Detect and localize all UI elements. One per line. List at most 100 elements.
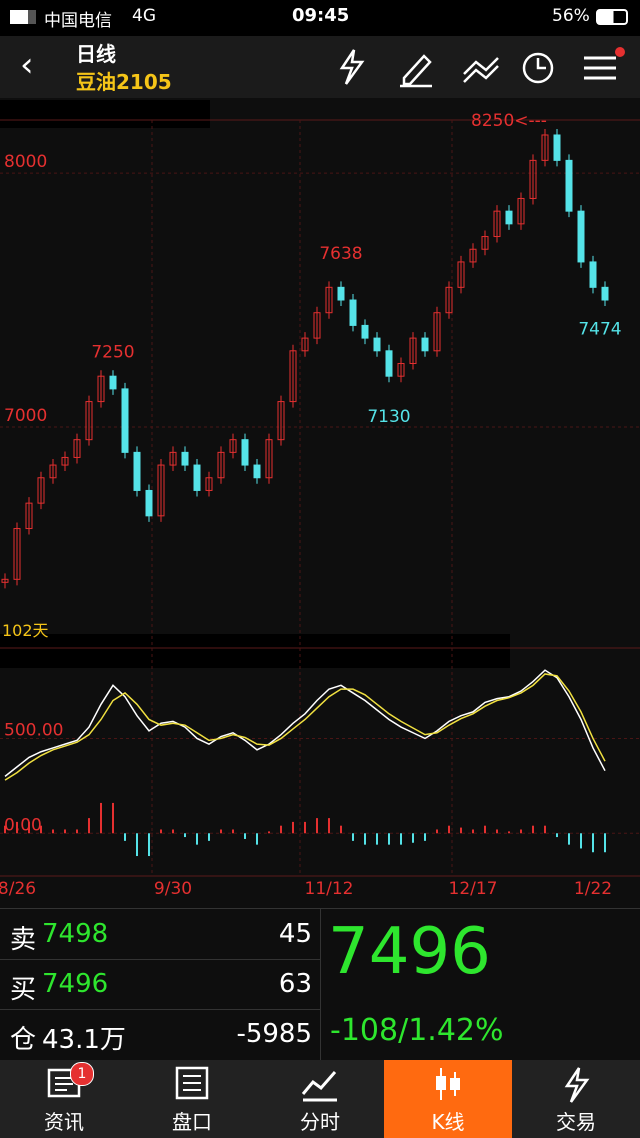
signal — [10, 10, 36, 24]
tab[interactable]: 交易 — [512, 1060, 640, 1138]
candle — [145, 489, 153, 517]
quote-panel: 卖 7498 45 买 7496 63 仓 43.1万 -5985 7496 -… — [0, 908, 640, 1061]
candle — [229, 439, 237, 453]
x-tick-label: 8/26 — [0, 879, 36, 899]
candle — [13, 528, 21, 580]
candle — [1, 578, 9, 583]
draw-icon[interactable] — [400, 54, 432, 88]
candle — [253, 464, 261, 479]
header-title: 日线 — [76, 42, 116, 66]
tab-icon — [564, 1067, 590, 1103]
battery-text: 56% — [552, 6, 590, 26]
oi-change: -5985 — [236, 1019, 312, 1049]
buy-price: 7496 — [42, 969, 109, 999]
y-tick-label: 0.00 — [4, 815, 42, 835]
price-annotation: 7474 — [578, 320, 621, 340]
candle — [565, 159, 573, 212]
tab-icon — [436, 1068, 460, 1100]
divider — [0, 959, 320, 960]
tab[interactable]: K线 — [384, 1060, 512, 1138]
candle — [313, 312, 321, 339]
x-tick-label: 12/17 — [449, 879, 498, 899]
divider — [0, 1009, 320, 1010]
indicator-icon[interactable] — [463, 57, 499, 83]
candle — [301, 337, 309, 352]
candle — [37, 477, 45, 504]
tab-icon — [301, 1071, 337, 1102]
back-button[interactable]: ‹ — [20, 45, 34, 85]
candle — [205, 477, 213, 491]
candle — [337, 286, 345, 301]
candle — [277, 401, 285, 441]
y-tick-label: 500.00 — [4, 720, 63, 740]
tab-icon — [175, 1066, 209, 1100]
candle — [601, 286, 609, 301]
candle — [73, 439, 81, 458]
chart-area: 7000 8000 8/26 9/30 11/12 12/17 1/22 7250 7638 71… — [0, 98, 640, 908]
candle — [481, 236, 489, 250]
candle — [157, 464, 165, 517]
price-annotation: 7130 — [367, 407, 410, 427]
last-price: 7496 — [328, 915, 491, 989]
x-tick-label: 9/30 — [154, 879, 192, 899]
candle — [541, 134, 549, 161]
day-count: 102天 — [2, 621, 49, 640]
network: 4G — [132, 6, 156, 26]
candle — [361, 324, 369, 339]
oi-label: 仓 — [10, 1025, 37, 1055]
tab-label: 资讯 — [44, 1110, 84, 1134]
candle — [265, 439, 273, 479]
candle — [325, 286, 333, 314]
candle — [109, 375, 117, 390]
candle — [433, 312, 441, 352]
candle — [529, 159, 537, 199]
tab[interactable]: 分时 — [256, 1060, 384, 1138]
candle — [181, 451, 189, 466]
flash-icon[interactable] — [339, 49, 365, 85]
tab[interactable]: 资讯 1 — [0, 1060, 128, 1138]
tab[interactable]: 盘口 — [128, 1060, 256, 1138]
clock-icon[interactable] — [522, 52, 554, 84]
candle — [49, 464, 57, 479]
candle — [409, 337, 417, 364]
macd-line — [4, 673, 606, 781]
chart-bg — [0, 98, 640, 908]
candle — [457, 261, 465, 288]
candle — [121, 388, 129, 453]
header: ‹ 日线 豆油2105 — [0, 36, 640, 98]
menu-dot — [615, 47, 625, 57]
candle — [469, 248, 477, 263]
toolbar — [339, 47, 625, 88]
candle — [553, 134, 561, 161]
divider — [320, 909, 321, 1061]
tab-label: 盘口 — [172, 1110, 212, 1134]
redacted — [0, 634, 510, 668]
candle — [241, 439, 249, 466]
candle — [505, 210, 513, 225]
tab-bar: 资讯 1 盘口 分时 K线 交易 — [0, 1060, 640, 1138]
tab-label: K线 — [431, 1110, 465, 1134]
header-subtitle: 豆油2105 — [76, 70, 172, 94]
y-tick-label: 8000 — [4, 152, 47, 172]
candle — [97, 375, 105, 403]
sell-label: 卖 — [10, 925, 37, 955]
price-annotation: 7638 — [319, 244, 362, 264]
candle — [385, 350, 393, 377]
time: 09:45 — [292, 5, 350, 26]
price-annotation: 7250 — [91, 342, 134, 362]
candle — [373, 337, 381, 352]
oi-value: 43.1万 — [42, 1025, 126, 1055]
candle — [133, 451, 141, 491]
menu-icon[interactable] — [584, 56, 616, 80]
buy-volume: 63 — [278, 969, 312, 999]
x-tick-label: 1/22 — [574, 879, 612, 899]
candle — [493, 210, 501, 238]
candle — [589, 261, 597, 288]
x-tick-label: 11/12 — [305, 879, 354, 899]
price-change: -108/1.42% — [330, 1013, 504, 1048]
y-tick-label: 7000 — [4, 406, 47, 426]
redacted — [0, 100, 210, 128]
candle — [445, 286, 453, 314]
candle — [169, 451, 177, 466]
